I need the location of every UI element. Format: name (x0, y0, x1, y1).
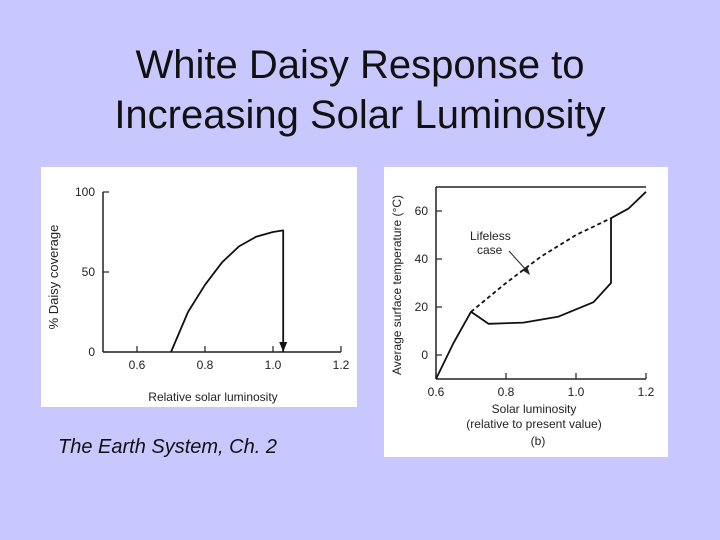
down-arrow-head (279, 342, 288, 352)
daisy-coverage-svg: 0.6 0.8 1.0 1.2 0 50 100 % Daisy coverage Rela… (46, 185, 350, 404)
temperature-chart: 0.6 0.8 1.0 1.2 0 20 40 60 Average surface temp… (384, 167, 668, 457)
lifeless-annotation-line-2: case (477, 243, 503, 257)
y-tick-label: 60 (415, 204, 429, 218)
x-tick-label: 0.6 (129, 358, 146, 372)
slide-title: White Daisy Response to Increasing Solar… (0, 40, 720, 140)
x-tick-label: 1.0 (568, 385, 585, 399)
annotation-arrow-line (508, 250, 528, 272)
x-axis-label-line-1: Solar luminosity (492, 402, 577, 416)
x-tick-label: 1.0 (265, 358, 282, 372)
x-tick-label: 0.6 (428, 385, 445, 399)
y-tick-label: 0 (421, 348, 428, 362)
series-line-0 (170, 229, 285, 353)
y-tick-label: 20 (415, 300, 429, 314)
x-axis-label-line-2: (relative to present value) (466, 417, 601, 431)
y-tick-label: 100 (75, 185, 95, 199)
y-axis-label: % Daisy coverage (46, 225, 61, 330)
annotation-arrow-head (522, 266, 530, 275)
x-tick-label: 0.8 (498, 385, 515, 399)
temperature-svg: 0.6 0.8 1.0 1.2 0 20 40 60 Average surface temp… (390, 186, 655, 448)
y-tick-label: 40 (415, 252, 429, 266)
slide-title-line-1: White Daisy Response to (135, 43, 585, 87)
y-axis-label: Average surface temperature (°C) (390, 195, 404, 375)
y-tick-label: 50 (82, 265, 96, 279)
lifeless-annotation-line-1: Lifeless (470, 229, 511, 243)
daisy-coverage-chart: 0.6 0.8 1.0 1.2 0 50 100 % Daisy coverage Rela… (41, 167, 357, 407)
x-tick-label: 1.2 (638, 385, 655, 399)
panel-label: (b) (531, 434, 546, 448)
y-tick-label: 0 (88, 345, 95, 359)
x-tick-label: 0.8 (197, 358, 214, 372)
slide-title-line-2: Increasing Solar Luminosity (114, 93, 606, 137)
lifeless-case-line (470, 217, 612, 313)
series-line-0 (435, 191, 647, 380)
x-tick-label: 1.2 (333, 358, 350, 372)
source-citation: The Earth System, Ch. 2 (58, 436, 277, 458)
x-axis-label: Relative solar luminosity (148, 390, 277, 404)
